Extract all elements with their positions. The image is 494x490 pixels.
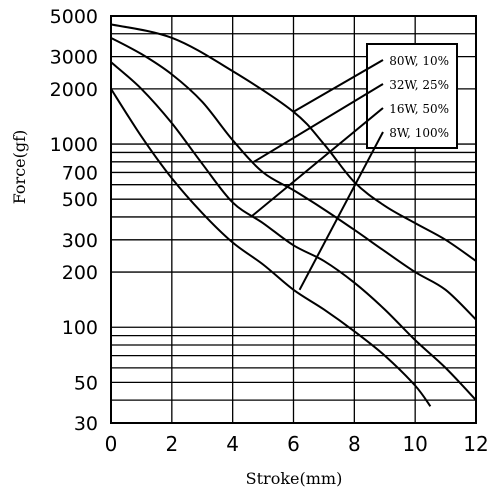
x-tick-label-5: 10 (402, 432, 427, 456)
legend: 80W, 10% 32W, 25% 16W, 50% 8W, 100% (366, 43, 458, 149)
y-tick-label-3: 200 (62, 262, 98, 284)
series-line-1 (110, 36, 477, 321)
x-tick-label-3: 6 (287, 432, 300, 456)
series-line-0 (110, 23, 477, 262)
tick-labels: 0 2 4 6 8 10 12 30 50 100 200 300 500 700 1000 2000 3000… (50, 6, 489, 456)
leader-line-2 (250, 107, 384, 218)
legend-label-1: 32W, 25% (389, 78, 449, 92)
legend-label-3: 8W, 100% (389, 126, 449, 140)
legend-label-2: 16W, 50% (389, 102, 449, 116)
y-tick-label-2: 100 (62, 317, 98, 339)
y-tick-label-7: 1000 (50, 134, 98, 156)
leader-line-1 (253, 83, 384, 163)
x-tick-label-4: 8 (348, 432, 361, 456)
series-curves (110, 23, 477, 407)
series-line-2 (110, 61, 477, 401)
y-tick-label-0: 30 (74, 413, 98, 435)
y-tick-label-10: 5000 (50, 6, 98, 28)
leader-line-3 (298, 131, 384, 291)
plot-frame (110, 15, 477, 424)
y-tick-label-6: 700 (62, 162, 98, 184)
legend-label-0: 80W, 10% (389, 54, 449, 68)
y-tick-label-4: 300 (62, 230, 98, 252)
y-tick-label-9: 3000 (50, 47, 98, 69)
leader-line-0 (292, 59, 384, 113)
x-tick-label-1: 2 (165, 432, 178, 456)
series-line-3 (110, 88, 432, 407)
y-tick-label-5: 500 (62, 189, 98, 211)
x-tick-label-0: 0 (105, 432, 118, 456)
x-tick-label-6: 12 (463, 432, 488, 456)
legend-leader-lines (250, 59, 384, 291)
y-axis-label: Force(gf) (10, 130, 29, 205)
y-tick-label-8: 2000 (50, 79, 98, 101)
x-tick-label-2: 4 (226, 432, 239, 456)
y-tick-label-1: 50 (74, 372, 98, 394)
x-axis-label: Stroke(mm) (246, 469, 343, 488)
